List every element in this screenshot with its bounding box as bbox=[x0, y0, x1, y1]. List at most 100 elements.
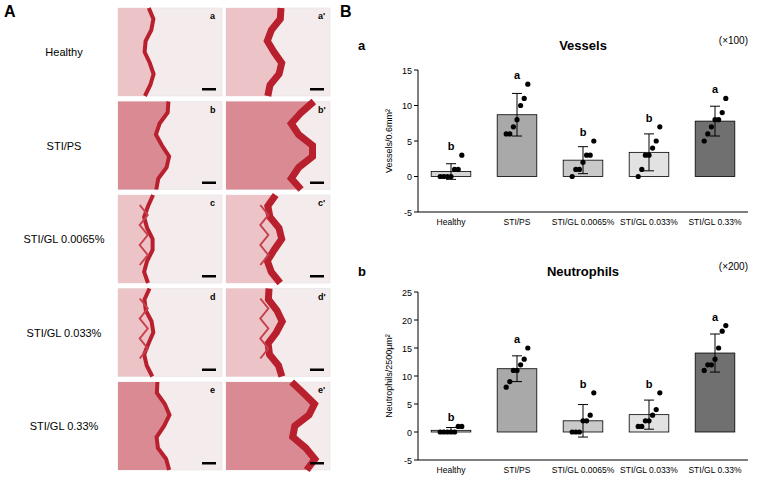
y-tick-label: 10 bbox=[402, 101, 412, 111]
error-cap bbox=[644, 170, 654, 171]
category-label: Healthy bbox=[437, 217, 467, 227]
data-point bbox=[577, 429, 582, 434]
error-cap bbox=[512, 136, 522, 137]
scale-bar bbox=[202, 182, 216, 185]
data-point bbox=[525, 345, 530, 350]
histology-image: e bbox=[118, 382, 222, 470]
significance-letter: b bbox=[448, 140, 455, 152]
scale-bar bbox=[310, 275, 324, 278]
y-tick-label: 15 bbox=[402, 344, 412, 354]
data-point bbox=[591, 138, 596, 143]
tissue bbox=[226, 382, 315, 470]
y-tick-label: 10 bbox=[402, 372, 412, 382]
error-cap bbox=[512, 93, 522, 94]
data-point bbox=[507, 379, 512, 384]
data-point bbox=[639, 424, 644, 429]
y-tick bbox=[414, 141, 418, 142]
tissue bbox=[226, 289, 282, 377]
scale-bar bbox=[202, 369, 216, 372]
epidermis bbox=[268, 289, 282, 377]
data-point bbox=[514, 117, 519, 122]
data-point bbox=[646, 153, 651, 158]
y-tick-label: 25 bbox=[402, 288, 412, 298]
scale-bar bbox=[202, 462, 216, 465]
plot-marks bbox=[431, 323, 735, 437]
x-axis bbox=[418, 460, 748, 461]
histology-image: c bbox=[118, 195, 222, 283]
category-label: Healthy bbox=[437, 465, 467, 475]
error-cap bbox=[446, 427, 456, 428]
image-background bbox=[226, 8, 330, 96]
category-label: STI/PS bbox=[504, 465, 531, 475]
data-point bbox=[452, 429, 457, 434]
data-point bbox=[577, 167, 582, 172]
category-label: STI/PS bbox=[504, 217, 531, 227]
panel-letter: B bbox=[340, 3, 352, 20]
data-point bbox=[511, 124, 516, 129]
y-axis-title: Neutrophils/2500μm² bbox=[384, 334, 394, 418]
data-point bbox=[580, 160, 585, 165]
significance-letter: b bbox=[580, 126, 587, 138]
data-point bbox=[709, 124, 714, 129]
histology-image: d bbox=[118, 289, 222, 377]
image-label: c bbox=[210, 198, 215, 208]
error-cap bbox=[512, 381, 522, 382]
epidermis bbox=[267, 8, 281, 96]
tissue bbox=[118, 195, 153, 283]
data-point bbox=[650, 146, 655, 151]
row-label: STI/PS bbox=[47, 140, 82, 152]
data-point bbox=[525, 82, 530, 87]
muscle-fibre bbox=[140, 299, 148, 359]
image-label: a bbox=[210, 11, 216, 21]
data-point bbox=[518, 362, 523, 367]
tissue bbox=[226, 8, 282, 96]
y-tick bbox=[414, 320, 418, 321]
subpanel-letter: a bbox=[358, 38, 366, 53]
significance-letter: b bbox=[646, 378, 653, 390]
epidermis bbox=[157, 382, 170, 470]
error-cap bbox=[578, 146, 588, 147]
epidermis bbox=[292, 382, 315, 470]
error-line bbox=[715, 334, 716, 372]
category-label: STI/GL 0.0065% bbox=[552, 217, 615, 227]
x-axis bbox=[418, 212, 748, 213]
panel-letter: A bbox=[4, 3, 16, 20]
row-label: STI/GL 0.0065% bbox=[24, 233, 105, 245]
image-background bbox=[118, 382, 222, 470]
data-point bbox=[702, 138, 707, 143]
tissue bbox=[118, 382, 170, 470]
category-label: STI/GL 0.33% bbox=[688, 217, 742, 227]
scale-bar bbox=[310, 88, 324, 91]
tissue bbox=[226, 102, 314, 190]
data-point bbox=[654, 407, 659, 412]
y-tick bbox=[414, 292, 418, 293]
epidermis bbox=[145, 8, 154, 96]
data-point bbox=[723, 323, 728, 328]
error-cap bbox=[512, 355, 522, 356]
image-background bbox=[226, 102, 330, 190]
error-cap bbox=[644, 133, 654, 134]
y-tick-label: 5 bbox=[407, 137, 412, 147]
scale-bar bbox=[310, 369, 324, 372]
data-point bbox=[720, 110, 725, 115]
category-label: STI/GL 0.033% bbox=[620, 217, 678, 227]
image-label: d bbox=[210, 292, 216, 302]
y-tick bbox=[414, 376, 418, 377]
data-point bbox=[456, 167, 461, 172]
y-tick bbox=[414, 404, 418, 405]
data-point bbox=[459, 424, 464, 429]
error-cap bbox=[578, 437, 588, 438]
category-label: STI/GL 0.0065% bbox=[552, 465, 615, 475]
muscle-fibre bbox=[260, 299, 268, 359]
tissue bbox=[226, 195, 282, 283]
row-label: STI/GL 0.33% bbox=[30, 420, 99, 432]
histology-image: a' bbox=[226, 8, 330, 96]
scale-bar bbox=[202, 88, 216, 91]
image-background bbox=[118, 289, 222, 377]
error-cap bbox=[710, 334, 720, 335]
data-point bbox=[639, 167, 644, 172]
magnification: (×200) bbox=[719, 261, 748, 272]
subpanel-letter: b bbox=[358, 264, 366, 279]
error-cap bbox=[710, 136, 720, 137]
image-background bbox=[118, 102, 222, 190]
